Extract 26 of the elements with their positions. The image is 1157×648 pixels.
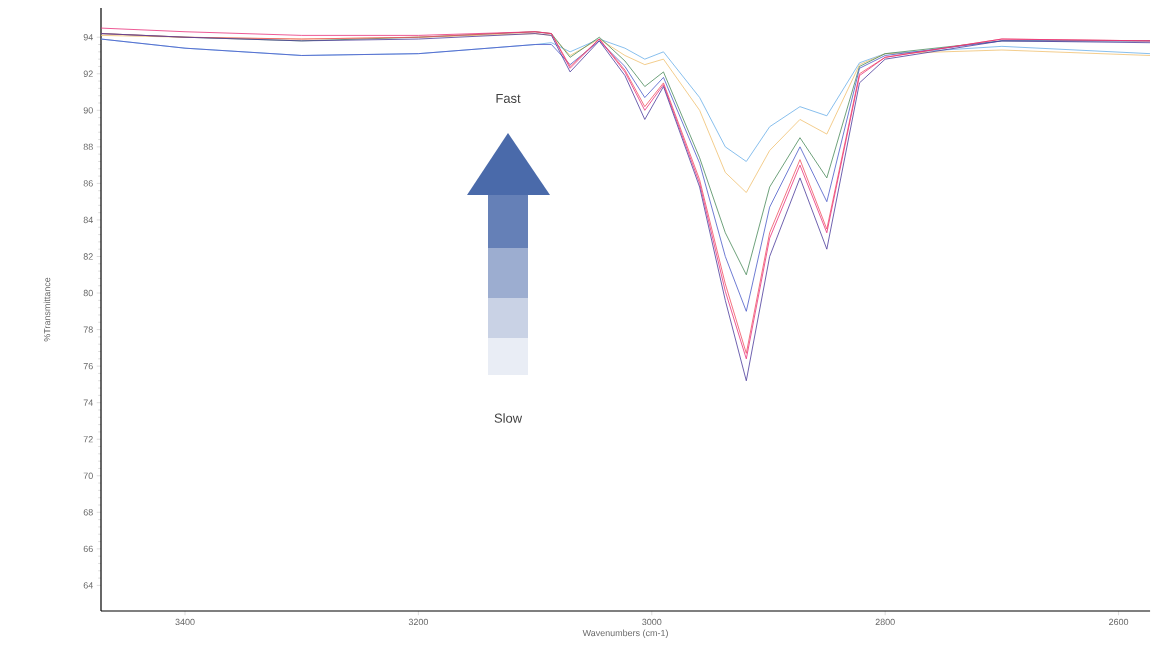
x-tick-label: 3200	[408, 618, 429, 626]
annotation: Slow	[494, 413, 523, 423]
y-tick-label: 70	[83, 472, 93, 479]
y-tick-label: 94	[83, 34, 93, 41]
x-axis-title: Wavenumbers (cm-1)	[582, 629, 668, 638]
x-tick-label: 3400	[175, 618, 195, 626]
y-tick-label: 84	[83, 216, 93, 224]
y-tick-label: 66	[83, 545, 93, 553]
y-tick-label: 68	[83, 509, 93, 516]
y-tick-label: 88	[83, 143, 93, 151]
y-tick-label: 92	[83, 70, 93, 77]
line-series	[101, 38, 1151, 312]
y-tick-label: 74	[83, 399, 93, 406]
y-tick-label: 86	[83, 180, 93, 187]
y-tick-label: 76	[83, 362, 93, 370]
x-tick-label: 2600	[1109, 618, 1129, 626]
x-tick-label: 2800	[875, 618, 895, 626]
y-axis-title: %Transmittance	[43, 277, 51, 342]
x-tick-label: 3000	[642, 618, 662, 626]
annotation: Fast	[496, 93, 521, 103]
y-tick-label: 72	[83, 436, 93, 443]
y-tick-label: 78	[83, 326, 93, 333]
y-tick-label: 80	[83, 289, 93, 297]
y-tick-label: 82	[83, 253, 93, 260]
y-tick-label: 64	[83, 582, 93, 589]
y-tick-label: 90	[83, 107, 93, 114]
